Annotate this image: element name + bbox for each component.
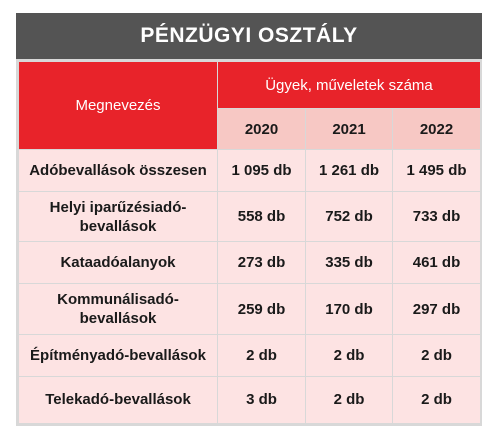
row-label: Kataadóalanyok: [18, 241, 218, 285]
cell-value: 297 db: [392, 283, 481, 335]
row-label-text: Kommunálisadó-bevallások: [57, 291, 179, 328]
year-header-2021: 2021: [305, 108, 393, 151]
cell-value: 1 095 db: [217, 149, 306, 193]
name-column-header: Megnevezés: [18, 60, 218, 151]
table-row: Adóbevallások összesen 1 095 db 1 261 db…: [18, 149, 481, 193]
row-label: Építményadó-bevallások: [18, 333, 218, 377]
cell-value: 733 db: [392, 191, 481, 243]
row-label: Helyi iparűzésiadó-bevallások: [18, 191, 218, 243]
cell-value: 2 db: [305, 375, 393, 425]
row-label: Telekadó-bevallások: [18, 375, 218, 425]
group-header: Ügyek, műveletek száma: [217, 60, 481, 110]
cell-value: 558 db: [217, 191, 306, 243]
cell-value: 2 db: [392, 375, 481, 425]
cell-value: 259 db: [217, 283, 306, 335]
table-row: Kataadóalanyok 273 db 335 db 461 db: [18, 241, 481, 285]
row-label: Kommunálisadó-bevallások: [18, 283, 218, 335]
cell-value: 3 db: [217, 375, 306, 425]
year-header-2020: 2020: [217, 108, 306, 151]
table-row: Építményadó-bevallások 2 db 2 db 2 db: [18, 333, 481, 377]
header-row-years: 2020 2021 2022: [19, 108, 481, 151]
page-title: PÉNZÜGYI OSZTÁLY: [16, 13, 482, 59]
year-header-2022: 2022: [392, 108, 481, 151]
cell-value: 2 db: [392, 333, 481, 377]
table-row: Helyi iparűzésiadó-bevallások 558 db 752…: [18, 191, 481, 243]
cell-value: 752 db: [305, 191, 393, 243]
cell-value: 335 db: [305, 241, 393, 285]
cell-value: 2 db: [305, 333, 393, 377]
cell-value: 461 db: [392, 241, 481, 285]
table-row: Kommunálisadó-bevallások 259 db 170 db 2…: [18, 283, 481, 335]
cell-value: 273 db: [217, 241, 306, 285]
row-label-text: Helyi iparűzésiadó-bevallások: [49, 198, 187, 235]
cell-value: 1 261 db: [305, 149, 393, 193]
row-label: Adóbevallások összesen: [18, 149, 218, 193]
cell-value: 1 495 db: [392, 149, 481, 193]
cell-value: 170 db: [305, 283, 393, 335]
header-row-top: Megnevezés Ügyek, műveletek száma: [18, 60, 481, 151]
stats-table: Megnevezés Ügyek, műveletek száma 2020 2…: [18, 60, 481, 425]
table-row: Telekadó-bevallások 3 db 2 db 2 db: [18, 375, 481, 425]
stats-table-container: Megnevezés Ügyek, műveletek száma 2020 2…: [16, 59, 482, 426]
cell-value: 2 db: [217, 333, 306, 377]
title-text: PÉNZÜGYI OSZTÁLY: [140, 24, 358, 47]
